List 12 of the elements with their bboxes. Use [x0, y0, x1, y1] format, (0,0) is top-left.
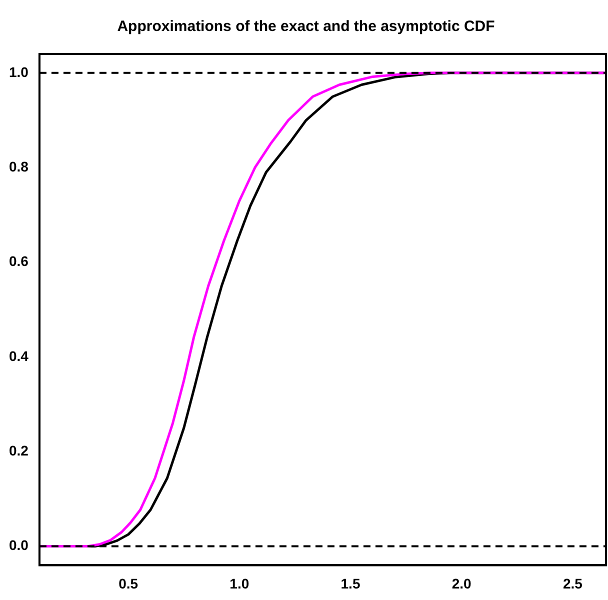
y-tick-label: 1.0 — [8, 64, 29, 80]
y-tick-label: 0.4 — [8, 348, 29, 364]
y-tick-label: 0.2 — [8, 442, 29, 458]
x-tick-label: 2.0 — [452, 575, 472, 592]
y-tick-label: 0.6 — [8, 253, 29, 270]
chart-title: Approximations of the exact and the asymptotic CDF — [117, 18, 495, 36]
x-tick-label: 0.5 — [118, 575, 138, 592]
x-tick-label: 1.5 — [340, 575, 360, 592]
x-tick-label: 1.0 — [230, 575, 250, 592]
y-tick-label: 0.8 — [8, 158, 29, 174]
x-tick-label: 2.5 — [562, 575, 583, 592]
y-tick-label: 0.0 — [8, 537, 29, 554]
